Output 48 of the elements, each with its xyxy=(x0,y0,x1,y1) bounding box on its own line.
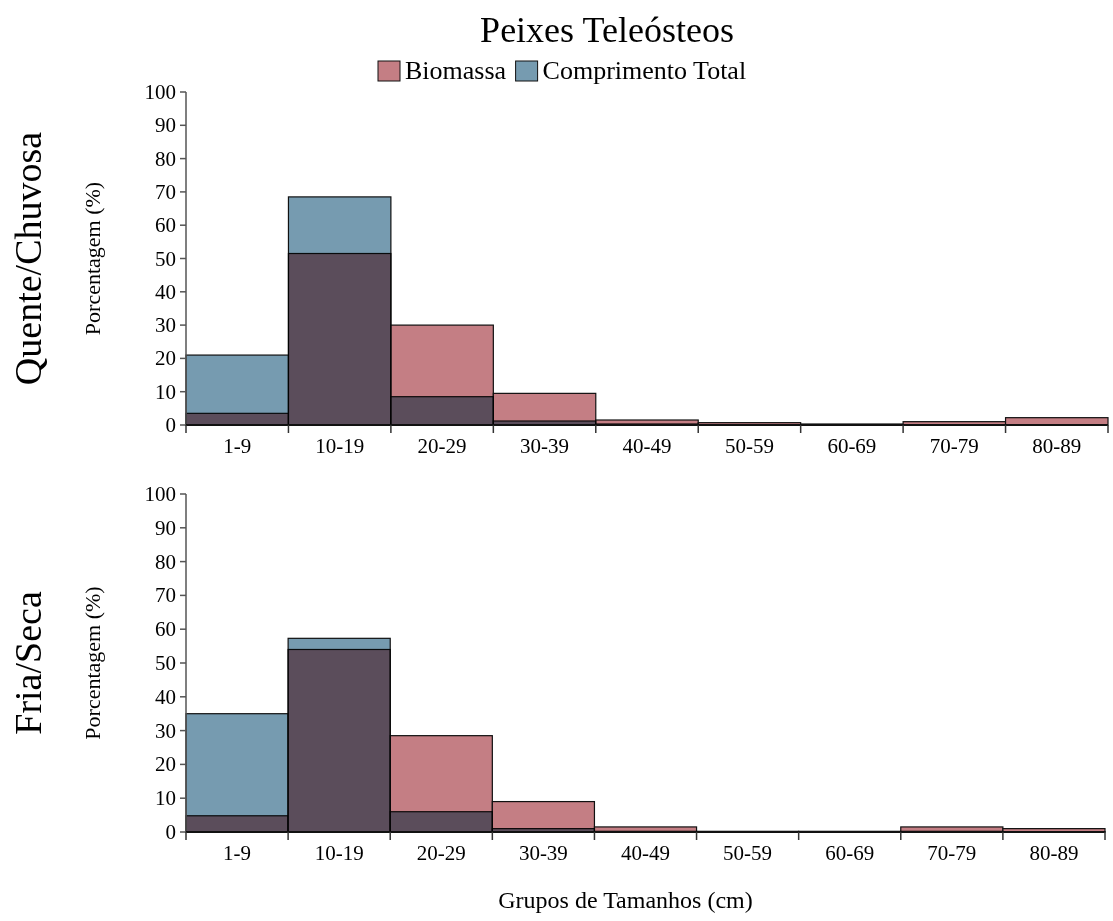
x-tick-label: 1-9 xyxy=(223,434,252,458)
text: Quente/Chuvosa xyxy=(6,131,49,386)
x-tick-label: 60-69 xyxy=(827,434,877,458)
x-tick-label: 40-49 xyxy=(622,434,672,458)
x-tick-label: 30-39 xyxy=(520,434,570,458)
y-tick-label: 50 xyxy=(155,651,176,675)
legend-label: Biomassa xyxy=(405,55,507,85)
x-tick-label: 70-79 xyxy=(927,841,977,865)
x-tick-label: 70-79 xyxy=(929,434,979,458)
y-tick-label: 90 xyxy=(155,113,176,138)
y-tick-label: 40 xyxy=(155,684,176,709)
text: Fria/Seca xyxy=(6,591,49,735)
x-tick-label: 80-89 xyxy=(1032,434,1082,458)
y-tick-label: 50 xyxy=(155,246,176,271)
y-tick-label: 0 xyxy=(165,820,176,844)
x-tick-label: 10-19 xyxy=(315,434,365,458)
y-tick-label: 70 xyxy=(155,583,176,608)
y-tick-label: 80 xyxy=(155,146,176,171)
x-tick-label: 40-49 xyxy=(621,841,670,865)
x-tick-label: 20-29 xyxy=(417,434,467,458)
y-tick-label: 60 xyxy=(155,617,176,642)
y-tick-label: 20 xyxy=(155,346,176,371)
y-tick-label: 100 xyxy=(144,482,176,506)
y-tick-label: 80 xyxy=(155,549,176,574)
legend-label: Comprimento Total xyxy=(542,55,747,85)
y-tick-label: 70 xyxy=(155,179,176,204)
x-tick-label: 20-29 xyxy=(416,841,466,865)
x-tick-label: 50-59 xyxy=(723,841,773,865)
x-tick-label: 50-59 xyxy=(724,434,774,458)
x-axis-title: Grupos de Tamanhos (cm) xyxy=(498,887,753,913)
x-tick-label: 60-69 xyxy=(825,841,875,865)
y-tick-label: 0 xyxy=(165,413,176,437)
x-tick-label: 30-39 xyxy=(518,841,568,865)
x-tick-label: 10-19 xyxy=(314,841,364,865)
x-tick-label: 80-89 xyxy=(1029,841,1079,865)
y-tick-label: 100 xyxy=(144,80,176,104)
y-tick-label: 10 xyxy=(155,379,176,404)
x-tick-label: 1-9 xyxy=(223,841,252,865)
y-tick-label: 60 xyxy=(155,213,176,238)
y-tick-label: 30 xyxy=(155,718,176,743)
y-tick-label: 30 xyxy=(155,313,176,338)
y-tick-label: 40 xyxy=(155,279,176,304)
y-tick-label: 10 xyxy=(155,786,176,811)
y-tick-label: 90 xyxy=(155,515,176,540)
chart-title: Peixes Teleósteos xyxy=(480,10,734,50)
y-axis-title: Porcentagem (%) xyxy=(80,586,105,740)
y-axis-title: Porcentagem (%) xyxy=(80,181,105,336)
y-tick-label: 20 xyxy=(155,752,176,777)
